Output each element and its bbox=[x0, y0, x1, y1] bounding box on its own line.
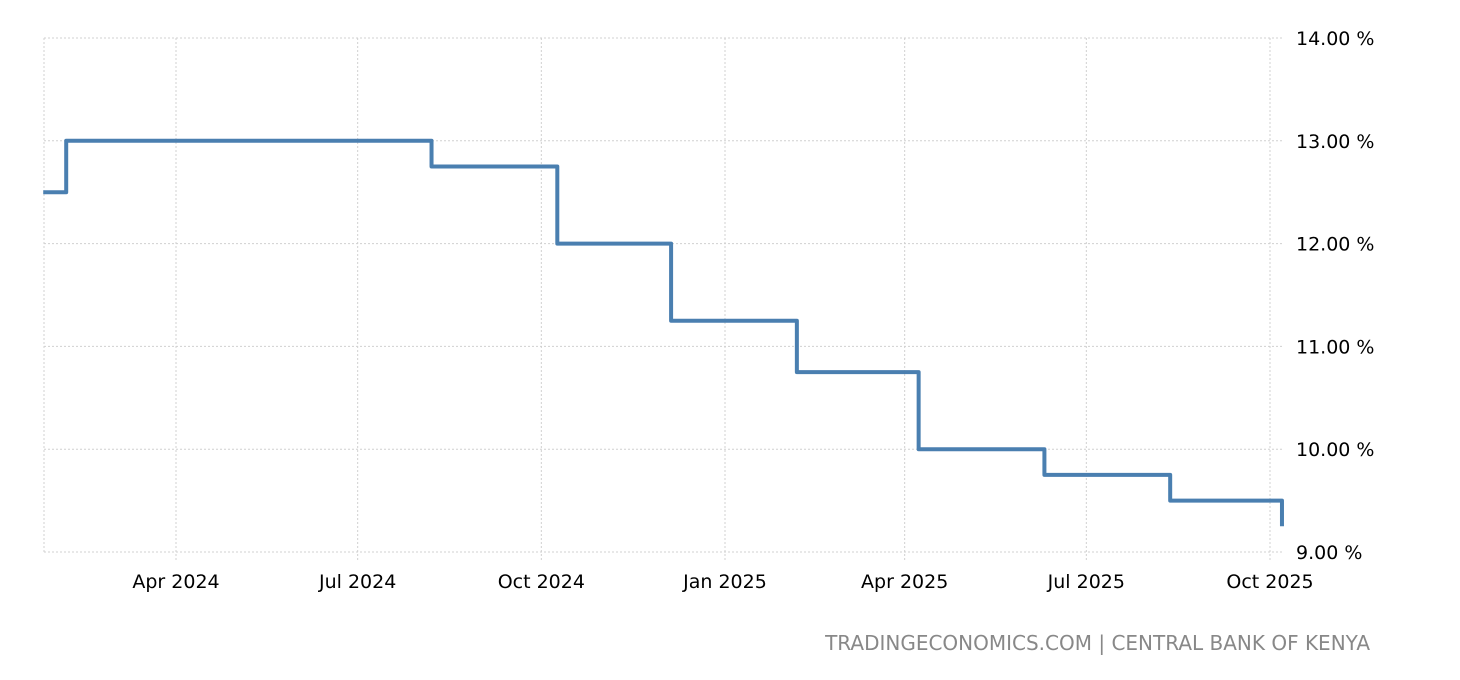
y-tick-label: 10.00 % bbox=[1296, 439, 1375, 461]
series bbox=[43, 138, 1284, 527]
y-tick-label: 11.00 % bbox=[1296, 336, 1375, 358]
series-line bbox=[43, 138, 1284, 527]
x-tick-label: Apr 2024 bbox=[132, 571, 219, 593]
x-tick-label: Jan 2025 bbox=[682, 571, 767, 593]
y-tick-label: 13.00 % bbox=[1296, 131, 1375, 153]
source-label: TRADINGECONOMICS.COM | CENTRAL BANK OF K… bbox=[824, 631, 1370, 655]
y-axis: 14.00 % 13.00 % 12.00 % 11.00 % 10.00 % 9.00 … bbox=[1296, 28, 1375, 564]
x-tick-label: Jul 2024 bbox=[318, 571, 396, 593]
x-tick-label: Jul 2025 bbox=[1047, 571, 1125, 593]
x-tick-label: Apr 2025 bbox=[861, 571, 948, 593]
grid bbox=[43, 37, 1282, 560]
x-tick-label: Oct 2024 bbox=[498, 571, 585, 593]
y-tick-label: 12.00 % bbox=[1296, 234, 1375, 256]
x-tick-label: Oct 2025 bbox=[1226, 571, 1313, 593]
y-tick-label: 14.00 % bbox=[1296, 28, 1375, 50]
y-tick-label: 9.00 % bbox=[1296, 542, 1362, 564]
x-axis: Apr 2024 Jul 2024 Oct 2024 Jan 2025 Apr 2025… bbox=[132, 571, 1313, 593]
